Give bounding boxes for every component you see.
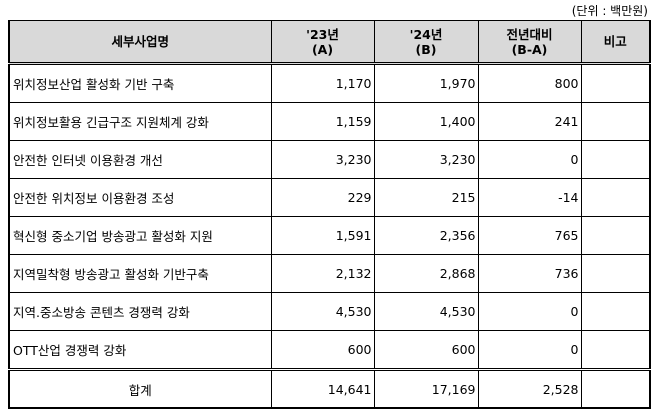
value-2024: 2,868 <box>373 254 479 293</box>
total-label: 합계 <box>8 368 272 409</box>
table-row: OTT산업 경쟁력 강화 600 600 0 <box>8 330 651 370</box>
project-name: 안전한 인터넷 이용환경 개선 <box>8 140 272 179</box>
total-2024: 17,169 <box>373 368 479 409</box>
table-row: 지역.중소방송 콘텐츠 경쟁력 강화 4,530 4,530 0 <box>8 292 651 331</box>
header-y24: '24년 (B) <box>373 20 479 64</box>
value-diff: 800 <box>477 63 582 103</box>
project-name: 위치정보활용 긴급구조 지원체계 강화 <box>8 102 272 141</box>
project-name: 지역.중소방송 콘텐츠 경쟁력 강화 <box>8 292 272 331</box>
value-2024: 215 <box>373 178 479 217</box>
value-2023: 3,230 <box>270 140 375 179</box>
value-diff: 736 <box>477 254 582 293</box>
value-2023: 1,159 <box>270 102 375 141</box>
value-diff: -14 <box>477 178 582 217</box>
value-note <box>580 292 651 331</box>
value-2023: 600 <box>270 330 375 370</box>
value-note <box>580 140 651 179</box>
project-name: 위치정보산업 활성화 기반 구축 <box>8 63 272 103</box>
value-2024: 3,230 <box>373 140 479 179</box>
table-row: 안전한 인터넷 이용환경 개선 3,230 3,230 0 <box>8 140 651 179</box>
header-name: 세부사업명 <box>8 20 272 64</box>
table-row: 안전한 위치정보 이용환경 조성 229 215 -14 <box>8 178 651 217</box>
value-diff: 0 <box>477 292 582 331</box>
total-row: 합계 14,641 17,169 2,528 <box>8 368 651 409</box>
header-diff: 전년대비 (B-A) <box>477 20 582 64</box>
project-name: 지역밀착형 방송광고 활성화 기반구축 <box>8 254 272 293</box>
value-2024: 2,356 <box>373 216 479 255</box>
value-note <box>580 216 651 255</box>
project-name: 혁신형 중소기업 방송광고 활성화 지원 <box>8 216 272 255</box>
header-y23-code: (A) <box>311 41 334 57</box>
project-name: OTT산업 경쟁력 강화 <box>8 330 272 370</box>
unit-note: (단위 : 백만원) <box>571 4 648 18</box>
value-diff: 765 <box>477 216 582 255</box>
project-name: 안전한 위치정보 이용환경 조성 <box>8 178 272 217</box>
budget-table: 세부사업명 '23년 (A) '24년 (B) 전년대비 (B-A) 비고 위치… <box>8 20 651 409</box>
value-diff: 241 <box>477 102 582 141</box>
table-row: 지역밀착형 방송광고 활성화 기반구축 2,132 2,868 736 <box>8 254 651 293</box>
value-2024: 4,530 <box>373 292 479 331</box>
value-2023: 229 <box>270 178 375 217</box>
header-diff-title: 전년대비 <box>506 26 553 42</box>
value-note <box>580 63 651 103</box>
value-note <box>580 102 651 141</box>
table-row: 혁신형 중소기업 방송광고 활성화 지원 1,591 2,356 765 <box>8 216 651 255</box>
header-y23-year: '23년 <box>306 26 339 42</box>
value-diff: 0 <box>477 140 582 179</box>
value-diff: 0 <box>477 330 582 370</box>
value-note <box>580 178 651 217</box>
total-2023: 14,641 <box>270 368 375 409</box>
table-row: 위치정보활용 긴급구조 지원체계 강화 1,159 1,400 241 <box>8 102 651 141</box>
header-y23: '23년 (A) <box>270 20 375 64</box>
value-2023: 1,591 <box>270 216 375 255</box>
total-note <box>580 368 651 409</box>
header-diff-formula: (B-A) <box>511 41 548 57</box>
value-2023: 4,530 <box>270 292 375 331</box>
value-note <box>580 330 651 370</box>
total-diff: 2,528 <box>477 368 582 409</box>
header-y24-year: '24년 <box>409 26 443 42</box>
table-row: 위치정보산업 활성화 기반 구축 1,170 1,970 800 <box>8 63 651 103</box>
value-2023: 1,170 <box>270 63 375 103</box>
value-2024: 1,400 <box>373 102 479 141</box>
header-y24-code: (B) <box>415 41 437 57</box>
header-note: 비고 <box>580 20 651 64</box>
value-2023: 2,132 <box>270 254 375 293</box>
header-row: 세부사업명 '23년 (A) '24년 (B) 전년대비 (B-A) 비고 <box>8 20 651 64</box>
value-2024: 1,970 <box>373 63 479 103</box>
value-2024: 600 <box>373 330 479 370</box>
value-note <box>580 254 651 293</box>
